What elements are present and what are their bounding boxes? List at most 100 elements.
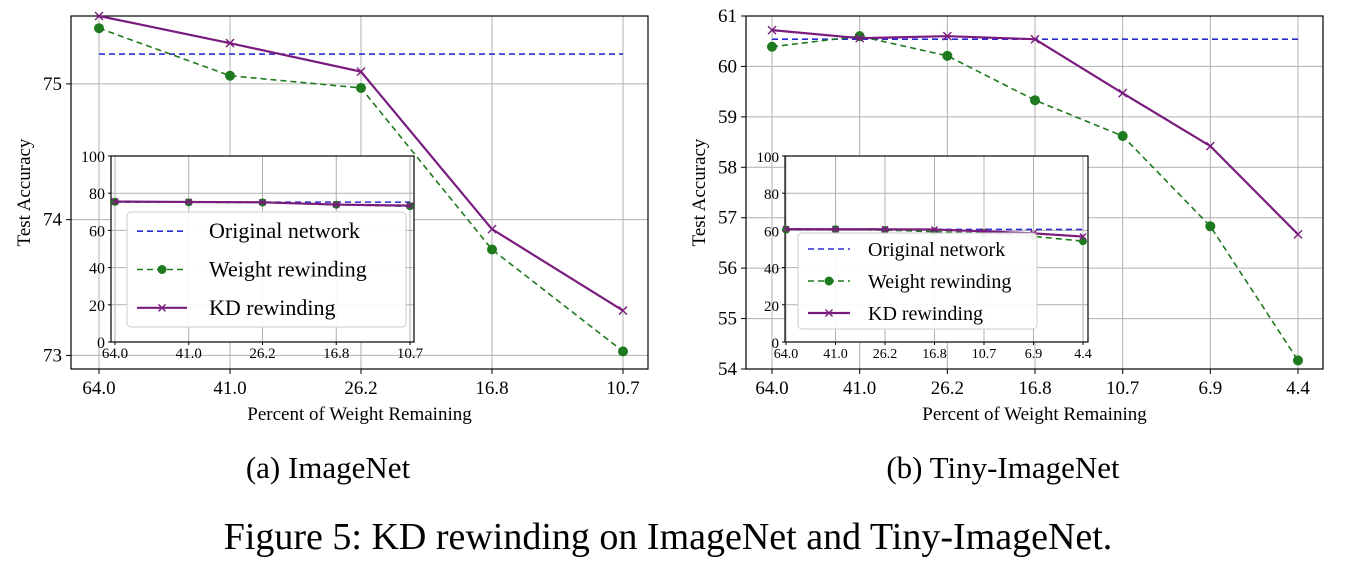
data-point-weight-rewinding bbox=[1117, 131, 1128, 142]
x-tick-label: 16.8 bbox=[475, 378, 508, 399]
inset-x-tick-label: 64.0 bbox=[774, 347, 799, 362]
x-tick-label: 64.0 bbox=[82, 378, 115, 399]
x-axis-label: Percent of Weight Remaining bbox=[922, 404, 1147, 425]
inset-x-tick-label: 16.8 bbox=[922, 347, 947, 362]
y-tick-label: 75 bbox=[43, 74, 62, 95]
inset-chart: 64.0 41.0 26.2 16.8 10.7 6.9 4.4 0 20 40 60 80 100 Or… bbox=[757, 150, 1092, 362]
data-point-kd-rewinding bbox=[225, 38, 235, 48]
inset-y-tick-label: 60 bbox=[764, 224, 779, 240]
data-point-kd-rewinding bbox=[618, 306, 628, 316]
data-point-weight-rewinding bbox=[1293, 355, 1303, 366]
x-tick-label: 41.0 bbox=[213, 378, 246, 399]
x-tick-label: 64.0 bbox=[755, 378, 788, 399]
legend-label-original: Original network bbox=[209, 218, 360, 243]
inset-x-tick-label: 41.0 bbox=[823, 347, 848, 362]
data-point-kd-rewinding bbox=[855, 33, 865, 43]
inset-data-point-kd-rewinding bbox=[832, 225, 839, 233]
inset-x-tick-label: 26.2 bbox=[249, 346, 275, 362]
x-tick-label: 10.7 bbox=[606, 378, 639, 399]
data-point-weight-rewinding bbox=[618, 346, 628, 357]
data-point-weight-rewinding bbox=[1030, 95, 1040, 106]
inset-y-tick-label: 100 bbox=[757, 150, 780, 166]
y-tick-label: 57 bbox=[718, 208, 737, 229]
inset-data-point-kd-rewinding bbox=[931, 225, 938, 233]
data-point-kd-rewinding bbox=[94, 11, 104, 21]
y-axis-label: Test Accuracy bbox=[14, 138, 35, 246]
y-tick-label: 56 bbox=[718, 258, 737, 279]
inset-data-point-kd-rewinding bbox=[1079, 233, 1087, 241]
inset-x-tick-label: 10.7 bbox=[972, 347, 997, 362]
data-point-kd-rewinding bbox=[1118, 88, 1128, 98]
data-point-kd-rewinding bbox=[767, 25, 777, 35]
x-tick-label: 16.8 bbox=[1018, 378, 1051, 399]
inset-x-tick-label: 26.2 bbox=[873, 347, 898, 362]
inset-x-tick-label: 6.9 bbox=[1025, 347, 1043, 362]
inset-y-tick-label: 20 bbox=[89, 298, 105, 315]
y-tick-label: 61 bbox=[718, 6, 737, 27]
inset-x-tick-label: 10.7 bbox=[397, 346, 424, 362]
y-tick-label: 55 bbox=[718, 309, 737, 330]
inset-chart: 64.0 41.0 26.2 16.8 10.7 0 20 40 60 80 100 Original… bbox=[81, 149, 424, 362]
inset-data-point-kd-rewinding bbox=[881, 225, 889, 233]
x-tick-label: 26.2 bbox=[931, 378, 964, 399]
data-point-weight-rewinding bbox=[487, 244, 497, 255]
data-point-kd-rewinding bbox=[1293, 229, 1303, 239]
inset-data-point-kd-rewinding bbox=[782, 225, 790, 233]
y-tick-label: 60 bbox=[718, 56, 737, 77]
inset-data-point-kd-rewinding bbox=[332, 201, 340, 209]
data-point-kd-rewinding bbox=[1030, 34, 1040, 44]
legend-marker-weight-rewinding bbox=[824, 276, 834, 286]
legend-box bbox=[126, 211, 407, 328]
legend-marker-kd-rewinding bbox=[825, 309, 833, 317]
chart-panel-tiny-imagenet: 64.0 41.0 26.2 16.8 10.7 6.9 4.4 54 55 56 57 58 59 60… bbox=[689, 6, 1324, 485]
data-point-weight-rewinding bbox=[356, 82, 366, 93]
legend-box bbox=[797, 232, 1038, 330]
y-tick-label: 74 bbox=[43, 210, 63, 231]
legend: Original network Weight rewinding KD rewin… bbox=[126, 211, 407, 328]
legend-label-kd-rewinding: KD rewinding bbox=[209, 295, 335, 320]
y-tick-label: 58 bbox=[718, 157, 737, 178]
legend-label-weight-rewinding: Weight rewinding bbox=[209, 257, 367, 282]
x-tick-label: 10.7 bbox=[1106, 378, 1139, 399]
inset-data-point-kd-rewinding bbox=[185, 198, 193, 206]
data-point-weight-rewinding bbox=[225, 70, 235, 81]
legend: Original network Weight rewinding KD rewin… bbox=[797, 232, 1038, 330]
inset-y-tick-label: 0 bbox=[772, 336, 780, 352]
x-axis-label: Percent of Weight Remaining bbox=[247, 404, 472, 425]
inset-data-point-kd-rewinding bbox=[406, 202, 414, 210]
y-tick-label: 59 bbox=[718, 107, 737, 128]
inset-x-tick-label: 4.4 bbox=[1074, 347, 1092, 362]
subcaption: (b) Tiny-ImageNet bbox=[886, 450, 1120, 485]
inset-y-tick-label: 100 bbox=[81, 149, 105, 166]
data-point-weight-rewinding bbox=[942, 50, 953, 61]
x-tick-label: 26.2 bbox=[344, 378, 377, 399]
inset-y-tick-label: 80 bbox=[764, 187, 779, 203]
inset-x-tick-label: 64.0 bbox=[102, 346, 128, 362]
inset-data-point-weight-rewinding bbox=[1079, 237, 1087, 246]
x-tick-label: 41.0 bbox=[843, 378, 876, 399]
inset-y-tick-label: 20 bbox=[764, 299, 779, 315]
y-axis-label: Test Accuracy bbox=[689, 138, 710, 246]
inset-y-tick-label: 40 bbox=[89, 261, 105, 278]
data-point-kd-rewinding bbox=[356, 67, 366, 77]
legend-label-weight-rewinding: Weight rewinding bbox=[868, 271, 1011, 293]
inset-x-tick-label: 16.8 bbox=[323, 346, 349, 362]
legend-label-kd-rewinding: KD rewinding bbox=[868, 303, 983, 325]
inset-data-point-kd-rewinding bbox=[259, 198, 266, 206]
data-point-kd-rewinding bbox=[942, 31, 952, 41]
plot-frame bbox=[70, 15, 649, 370]
legend-marker-kd-rewinding bbox=[158, 303, 166, 312]
inset-y-tick-label: 0 bbox=[97, 335, 105, 352]
data-point-weight-rewinding bbox=[1205, 221, 1216, 232]
data-point-weight-rewinding bbox=[767, 41, 777, 52]
legend-marker-weight-rewinding bbox=[157, 265, 167, 274]
inset-data-point-kd-rewinding bbox=[111, 198, 119, 206]
data-point-kd-rewinding bbox=[1205, 141, 1215, 151]
inset-y-tick-label: 60 bbox=[89, 223, 105, 240]
data-point-weight-rewinding bbox=[94, 23, 104, 34]
y-tick-label: 73 bbox=[43, 345, 62, 366]
figure-caption: Figure 5: KD rewinding on ImageNet and T… bbox=[224, 516, 1113, 558]
inset-frame bbox=[784, 155, 1089, 343]
y-tick-label: 54 bbox=[718, 359, 738, 380]
